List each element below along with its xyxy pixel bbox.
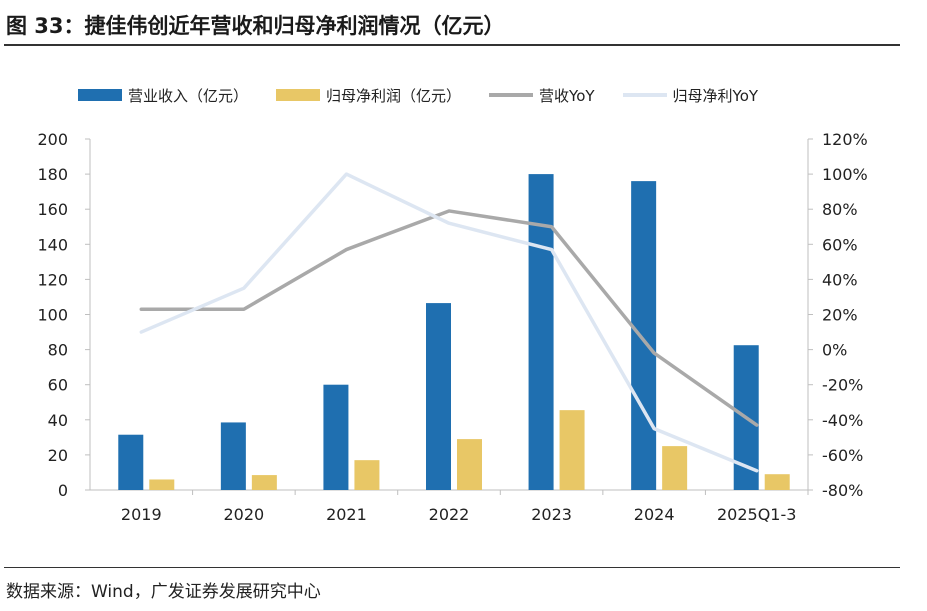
line-revenue-yoy — [139, 209, 759, 427]
bar-revenue — [118, 434, 144, 490]
y-right-tick-label: 40% — [822, 270, 858, 289]
title-rule — [4, 44, 900, 46]
legend-item-revenue-yoy: 营收YoY — [489, 85, 595, 106]
y-left-tick-label: 200 — [37, 130, 68, 149]
bar-revenue — [631, 181, 657, 490]
bar-net-profit — [662, 446, 688, 490]
legend-label-net-profit: 归母净利润（亿元） — [326, 86, 462, 105]
bar-revenue — [426, 303, 451, 490]
y-left-tick-label: 60 — [48, 376, 68, 395]
y-left-tick-label: 160 — [37, 200, 68, 219]
legend-swatch-net-profit — [276, 89, 321, 101]
x-tick-label: 2024 — [634, 505, 675, 524]
x-tick-label: 2022 — [429, 505, 470, 524]
legend-item-net-profit-yoy: 归母净利YoY — [622, 85, 759, 106]
x-tick-label: 2021 — [326, 505, 367, 524]
bar-net-profit — [354, 460, 380, 490]
legend-swatch-revenue — [78, 89, 122, 101]
legend-item-revenue: 营业收入（亿元） — [78, 85, 248, 106]
y-right-tick-label: 20% — [822, 306, 858, 325]
line-net-profit-yoy — [139, 172, 759, 473]
y-right-tick-label: 120% — [822, 130, 868, 149]
x-tick-label: 2020 — [223, 505, 264, 524]
y-right-tick-label: 60% — [822, 235, 858, 254]
bar-revenue — [323, 384, 349, 490]
y-left-tick-label: 80 — [48, 341, 68, 360]
y-left-tick-label: 140 — [37, 235, 68, 254]
y-right-tick-label: -80% — [822, 481, 863, 500]
y-right-tick-label: -40% — [822, 411, 863, 430]
y-right-tick-label: -60% — [822, 446, 863, 465]
x-tick-label: 2023 — [531, 505, 572, 524]
y-left-tick-label: 40 — [48, 411, 68, 430]
y-left-tick-label: 180 — [37, 165, 68, 184]
legend-label-net-profit-yoy: 归母净利YoY — [672, 86, 759, 105]
x-tick-label: 2019 — [121, 505, 162, 524]
figure-title: 图 33：捷佳伟创近年营收和归母净利润情况（亿元） — [6, 14, 505, 38]
y-left-tick-label: 0 — [58, 481, 68, 500]
y-right-tick-label: -20% — [822, 376, 863, 395]
chart-legend: 营业收入（亿元） 归母净利润（亿元） 营收YoY 归母净利YoY — [78, 84, 786, 106]
y-right-tick-label: 100% — [822, 165, 868, 184]
bar-net-profit — [251, 475, 277, 490]
y-right-tick-label: 80% — [822, 200, 858, 219]
bar-revenue — [220, 422, 246, 490]
x-tick-label: 2025Q1-3 — [717, 505, 796, 524]
source-rule — [4, 567, 900, 568]
legend-label-revenue: 营业收入（亿元） — [128, 86, 249, 105]
y-left-tick-label: 20 — [48, 446, 68, 465]
legend-swatch-revenue-yoy — [489, 93, 534, 97]
bar-net-profit — [559, 410, 585, 490]
legend-swatch-net-profit-yoy — [622, 93, 667, 97]
bar-revenue — [528, 174, 554, 490]
legend-item-net-profit: 归母净利润（亿元） — [276, 85, 461, 106]
bar-net-profit — [149, 479, 175, 490]
bar-net-profit — [457, 439, 482, 490]
source-note: 数据来源：Wind，广发证券发展研究中心 — [6, 582, 321, 602]
y-left-tick-label: 120 — [37, 270, 68, 289]
bar-net-profit — [764, 474, 790, 490]
legend-label-revenue-yoy: 营收YoY — [539, 86, 595, 105]
y-right-tick-label: 0% — [822, 341, 847, 360]
y-left-tick-label: 100 — [37, 306, 68, 325]
